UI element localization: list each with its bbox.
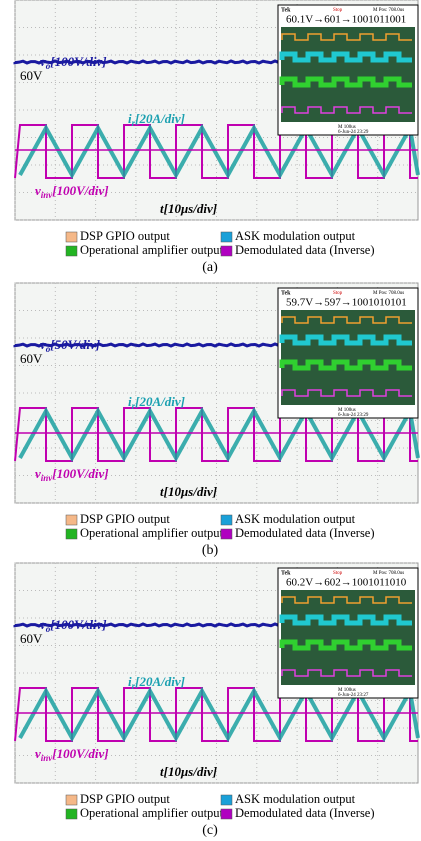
inset-date: 6-Jun-24 23:27 xyxy=(338,693,369,698)
ir-label: ir[20A/div] xyxy=(128,394,185,411)
legend-swatch xyxy=(221,529,232,539)
inset-state: Stop xyxy=(333,291,343,296)
legend-label: Operational amplifier output xyxy=(80,806,224,820)
time-label-scale: [10μs/div] xyxy=(164,484,217,499)
caption: (b) xyxy=(202,543,219,558)
legend-swatch xyxy=(221,246,232,256)
legend-swatch xyxy=(221,795,232,805)
vo-label-scale: [50V/div] xyxy=(50,337,100,352)
legend-swatch xyxy=(221,515,232,525)
inset-brand: Tek xyxy=(281,290,291,296)
inset-state: Stop xyxy=(333,571,343,576)
panel: vo[100V/div]60Vir[20A/div]vinv[100V/div]… xyxy=(15,0,418,275)
inset-date: 6-Jun-24 23:29 xyxy=(338,130,369,135)
level-label: 60V xyxy=(20,631,43,646)
time-label: t[10μs/div] xyxy=(160,764,217,779)
caption: (a) xyxy=(202,260,218,275)
time-label-scale: [10μs/div] xyxy=(164,201,217,216)
vinv-label-scale: [100V/div] xyxy=(52,746,108,761)
inset-date: 6-Jun-24 23:29 xyxy=(338,413,369,418)
time-label: t[10μs/div] xyxy=(160,201,217,216)
inset-code: 59.7V→597→1001010101 xyxy=(286,297,407,309)
legend-swatch xyxy=(66,232,77,242)
legend-label: Demodulated data (Inverse) xyxy=(235,806,375,820)
caption: (c) xyxy=(202,823,218,838)
legend-swatch xyxy=(66,529,77,539)
ir-label-scale: [20A/div] xyxy=(135,674,185,689)
legend-label: ASK modulation output xyxy=(235,792,356,806)
panel: vo[100V/div]60Vir[20A/div]vinv[100V/div]… xyxy=(15,563,418,838)
ir-label-scale: [20A/div] xyxy=(135,394,185,409)
inset-code: 60.1V→601→1001011001 xyxy=(286,14,406,26)
legend-label: Demodulated data (Inverse) xyxy=(235,243,375,257)
legend-swatch xyxy=(221,809,232,819)
inset-pos: M Pos: 708.0us xyxy=(373,8,404,13)
inset-pos: M Pos: 708.0us xyxy=(373,571,404,576)
legend-swatch xyxy=(66,809,77,819)
inset-pos: M Pos: 708.0us xyxy=(373,291,404,296)
vo-label-scale: [100V/div] xyxy=(50,617,106,632)
legend-label: Demodulated data (Inverse) xyxy=(235,526,375,540)
ir-label: ir[20A/div] xyxy=(128,111,185,128)
vo-label: vo[100V/div] xyxy=(40,54,107,71)
inset-state: Stop xyxy=(333,8,343,13)
inset-brand: Tek xyxy=(281,570,291,576)
panel: vo[50V/div]60Vir[20A/div]vinv[100V/div]t… xyxy=(15,283,418,558)
ir-label: ir[20A/div] xyxy=(128,674,185,691)
time-label: t[10μs/div] xyxy=(160,484,217,499)
legend-label: ASK modulation output xyxy=(235,229,356,243)
inset-brand: Tek xyxy=(281,7,291,13)
legend-swatch xyxy=(66,246,77,256)
legend-label: DSP GPIO output xyxy=(80,229,170,243)
legend-label: Operational amplifier output xyxy=(80,526,224,540)
inset-code: 60.2V→602→1001011010 xyxy=(286,577,407,589)
legend-swatch xyxy=(66,795,77,805)
legend-label: ASK modulation output xyxy=(235,512,356,526)
ir-label-scale: [20A/div] xyxy=(135,111,185,126)
level-label: 60V xyxy=(20,351,43,366)
level-label: 60V xyxy=(20,68,43,83)
legend-swatch xyxy=(221,232,232,242)
legend-label: DSP GPIO output xyxy=(80,792,170,806)
vinv-label-scale: [100V/div] xyxy=(52,466,108,481)
legend-swatch xyxy=(66,515,77,525)
vinv-label-scale: [100V/div] xyxy=(52,183,108,198)
figure: vo[100V/div]60Vir[20A/div]vinv[100V/div]… xyxy=(0,0,421,841)
legend-label: Operational amplifier output xyxy=(80,243,224,257)
legend-label: DSP GPIO output xyxy=(80,512,170,526)
vo-label: vo[100V/div] xyxy=(40,617,107,634)
vo-label-scale: [100V/div] xyxy=(50,54,106,69)
time-label-scale: [10μs/div] xyxy=(164,764,217,779)
